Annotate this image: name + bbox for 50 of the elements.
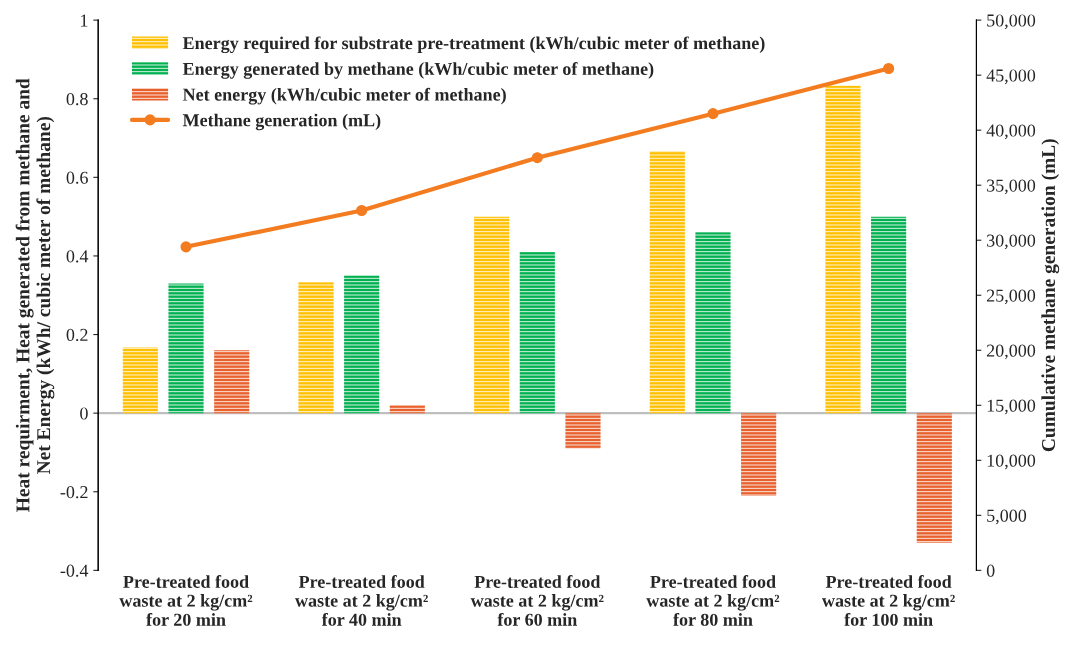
y2-tick-label: 45,000 (986, 69, 1036, 85)
bar (474, 216, 510, 414)
bar (649, 151, 685, 414)
x-tick-label: Pre-treated food waste at 2 kg/cm² for 100 min (822, 575, 955, 626)
bar (825, 85, 861, 414)
y2-tick-label: 0 (986, 564, 995, 577)
y-tick-label: 0.8 (66, 92, 88, 106)
y-tick-label: -0.2 (60, 486, 88, 499)
bar (298, 282, 334, 414)
bar (916, 413, 952, 543)
point (883, 62, 895, 75)
bar (122, 347, 158, 414)
x-tick-label: Pre-treated food waste at 2 kg/cm² for 60 min (470, 575, 604, 626)
y2-axis-title: Cumulative methane generation (mL) (1041, 139, 1060, 452)
bar (214, 350, 250, 414)
y2-tick-label: 15,000 (987, 399, 1036, 415)
y-tick-label: 0.6 (66, 171, 88, 184)
x-tick-label: Pre-treated food waste at 2 kg/cm² for 80 min (646, 575, 780, 626)
y2-tick-label: 5,000 (987, 509, 1027, 525)
point (531, 152, 543, 164)
y-tick-label: 0.4 (66, 250, 89, 263)
bar (565, 413, 601, 449)
legend-label: Net energy (kWh/cubic meter of methane) (182, 87, 506, 105)
bar (168, 283, 204, 414)
bar (389, 405, 425, 414)
y-tick-label: 1 (81, 14, 88, 27)
legend-label: Methane generation (mL) (182, 113, 381, 131)
y2-tick-label: 10,000 (987, 454, 1036, 470)
legend-label: Energy required for substrate pre-treatment (kWh/cubic meter of methane) (182, 36, 765, 54)
bar (344, 275, 380, 414)
y-tick-label: 0 (80, 407, 88, 420)
y2-tick-label: 40,000 (986, 124, 1036, 140)
y2-tick-label: 20,000 (986, 344, 1036, 360)
bar (871, 216, 907, 414)
point (707, 108, 719, 120)
legend-label: Energy generated by methane (kWh/cubic meter of methane) (182, 62, 654, 79)
y2-tick-label: 25,000 (986, 289, 1036, 305)
bar (741, 413, 777, 496)
y-tick-label: -0.4 (60, 564, 89, 577)
bar (519, 252, 555, 414)
y-axis-title: Heat requirment, Heat generated from methane and Net Energy (kWh/ cubic meter of methane) (15, 78, 55, 512)
y2-tick-label: 30,000 (987, 234, 1036, 250)
x-tick-label: Pre-treated food waste at 2 kg/cm² for 40 min (295, 575, 428, 626)
point (180, 241, 192, 253)
y-tick-label: 0.2 (66, 328, 88, 342)
point (356, 204, 368, 217)
y2-tick-label: 50,000 (987, 14, 1036, 30)
x-tick-label: Pre-treated food waste at 2 kg/cm² for 20 min (119, 575, 253, 626)
y2-tick-label: 35,000 (987, 179, 1036, 195)
bar (695, 232, 731, 414)
